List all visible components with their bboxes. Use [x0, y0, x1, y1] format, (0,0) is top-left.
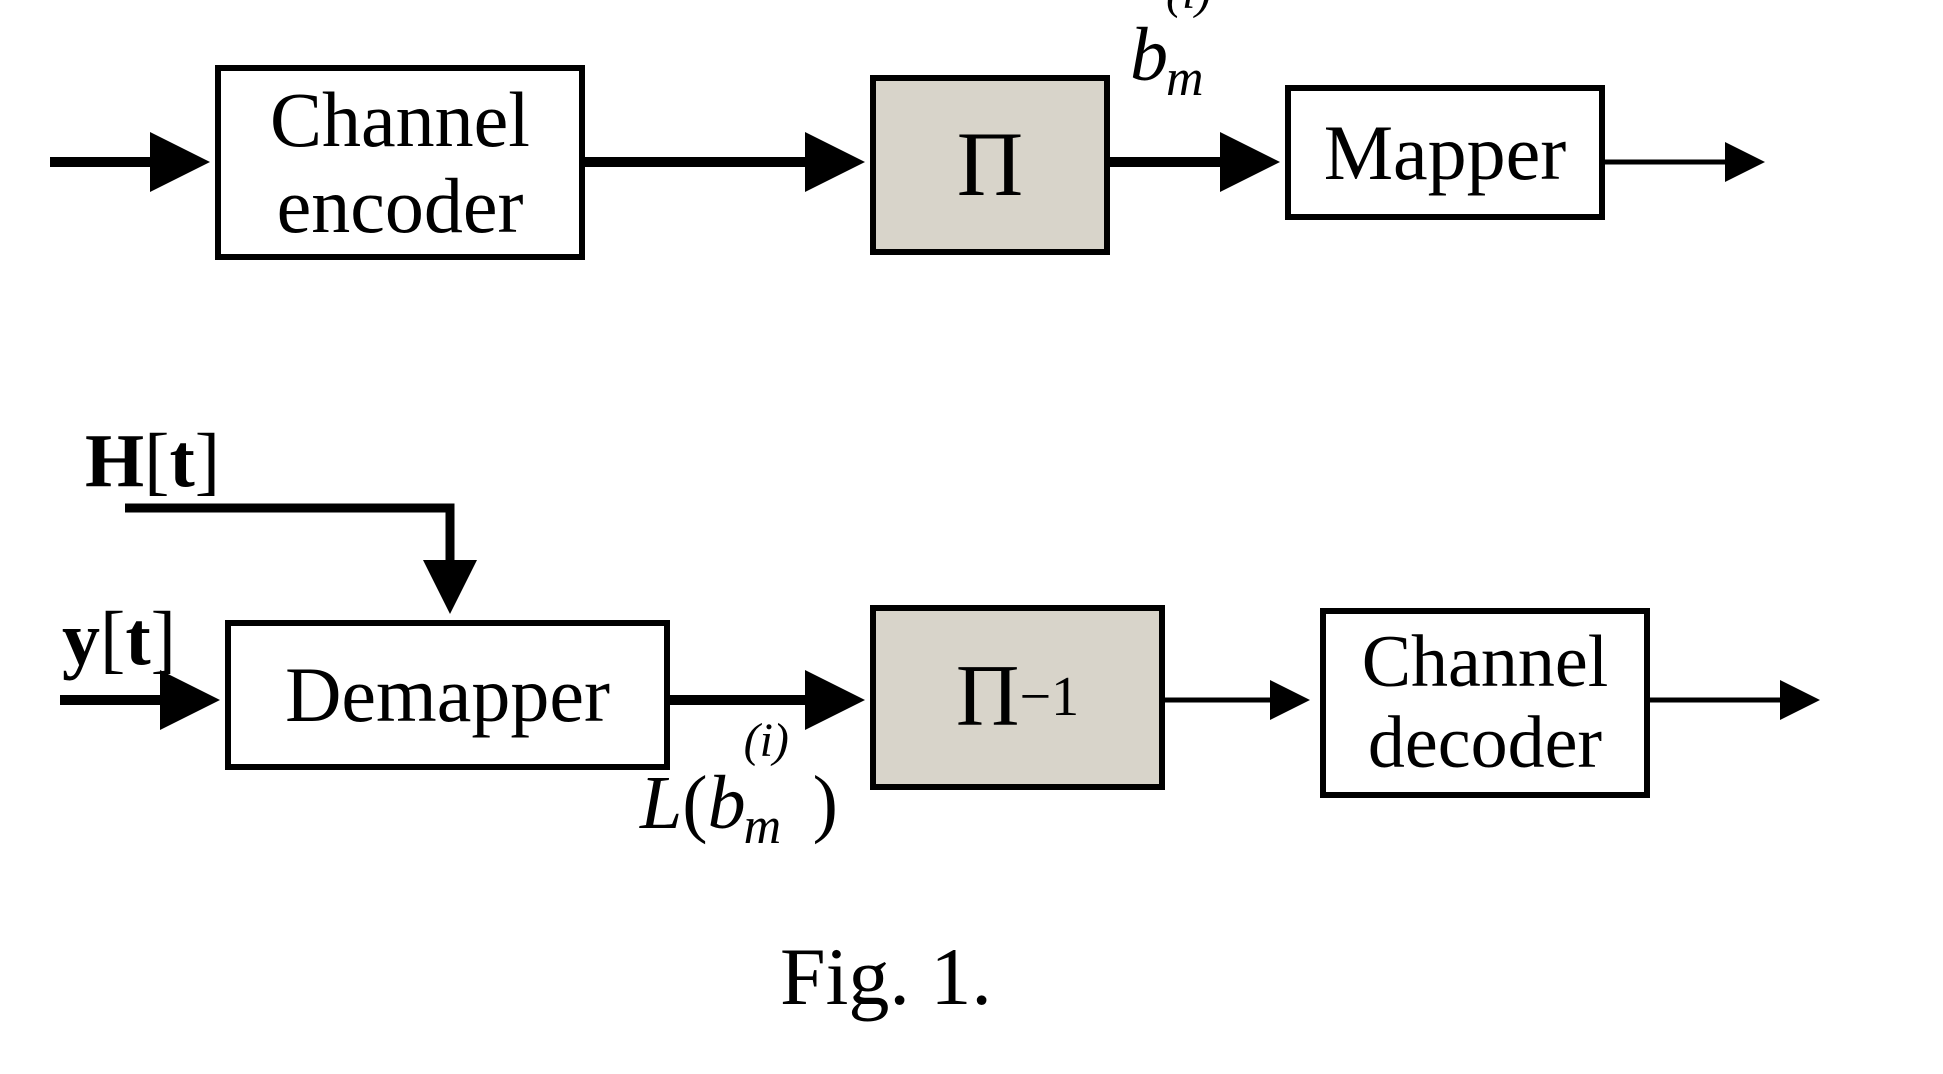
figure-canvas: Channel encoder Π Mapper b (i) m H[t] y[… [0, 0, 1943, 1074]
L-b: b [708, 761, 746, 845]
channel-decoder-block: Channel decoder [1320, 608, 1650, 798]
bm-sup-i: i [1182, 0, 1195, 19]
y-label: y[t] [62, 596, 176, 683]
interleaver-block: Π [870, 75, 1110, 255]
demapper-label: Demapper [285, 652, 610, 738]
rx-arrow-H [125, 508, 450, 605]
encoder-line2: encoder [277, 162, 524, 249]
encoder-line1: Channel [270, 76, 530, 163]
interleaver-label: Π [957, 114, 1023, 215]
L-sub: m [744, 797, 782, 856]
mapper-label: Mapper [1324, 110, 1567, 196]
L-label: L(b (i) m ) [640, 760, 838, 847]
decoder-line1: Channel [1362, 621, 1609, 703]
bm-base: b [1130, 13, 1168, 97]
channel-encoder-block: Channel encoder [215, 65, 585, 260]
deinterleaver-base: Π [956, 649, 1020, 746]
demapper-block: Demapper [225, 620, 670, 770]
decoder-line2: decoder [1368, 702, 1602, 784]
deinterleaver-sup: −1 [1019, 667, 1079, 729]
bm-label: b (i) m [1130, 12, 1168, 99]
mapper-block: Mapper [1285, 85, 1605, 220]
H-label: H[t] [85, 418, 220, 505]
bm-sub: m [1166, 49, 1204, 108]
figure-caption: Fig. 1. [780, 930, 992, 1024]
deinterleaver-block: Π−1 [870, 605, 1165, 790]
